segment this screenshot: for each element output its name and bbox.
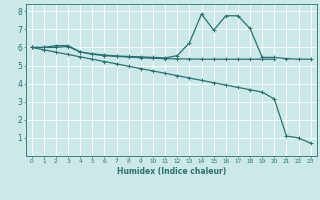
X-axis label: Humidex (Indice chaleur): Humidex (Indice chaleur) bbox=[116, 167, 226, 176]
